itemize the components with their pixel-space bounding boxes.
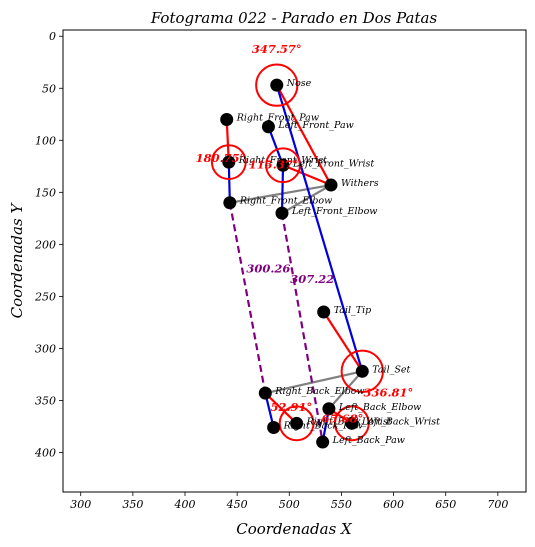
x-tick-label: 700 — [487, 498, 508, 511]
segment-withers-to-right-front-elbow — [228, 183, 333, 204]
keypoint-label-left-back-paw: Left_Back_Paw — [332, 435, 405, 446]
keypoint-label-tail-set: Tail_Set — [372, 364, 410, 375]
keypoint-nose — [270, 78, 284, 92]
segment-nose-to-tail-set — [275, 84, 364, 373]
angle-circle-right-front-wrist — [210, 144, 247, 181]
angle-circle-left-back-wrist — [333, 405, 370, 442]
angle-circle-left-front-wrist — [265, 147, 301, 184]
segment-withers-to-left-front-wrist — [281, 164, 333, 187]
x-tick-label: 350 — [122, 498, 143, 511]
keypoint-label-withers: Withers — [341, 178, 379, 189]
keypoint-markers — [220, 78, 369, 449]
keypoint-label-right-front-paw: Right_Front_Paw — [236, 112, 319, 123]
keypoint-label-right-back-wrist: Right_Back_Wrist — [306, 416, 392, 427]
angle-label: 347.57° — [252, 42, 302, 56]
x-tick-label: 600 — [383, 498, 404, 511]
keypoint-right-back-paw — [267, 420, 281, 434]
x-tick-label: 500 — [279, 498, 300, 511]
angle-label: 52.91° — [270, 400, 312, 414]
x-tick-label: 450 — [226, 498, 248, 511]
angle-circle-right-back-wrist — [278, 405, 315, 442]
y-tick-label: 150 — [35, 186, 56, 199]
y-tick-label: 400 — [34, 446, 56, 459]
segment-nose-to-withers — [275, 84, 333, 187]
y-axis-label: Coordenadas Y — [8, 202, 26, 319]
keypoint-label-tail-tip: Tail_Tip — [334, 305, 372, 316]
keypoint-tail-tip — [317, 305, 331, 319]
segment-withers-to-left-front-elbow — [280, 183, 333, 215]
plot-frame — [62, 29, 527, 493]
y-tick-label: 300 — [35, 342, 56, 355]
keypoint-label-right-front-wrist: Right_Front_Wrist — [238, 155, 327, 166]
angle-label: 65.68° — [322, 411, 364, 425]
segment-tail-set-to-right-back-elbow — [264, 370, 364, 395]
keypoint-label-left-back-elbow: Left_Back_Elbow — [338, 402, 421, 413]
keypoint-left-front-wrist — [276, 158, 290, 172]
keypoint-left-back-elbow — [322, 402, 336, 416]
keypoint-left-back-paw — [316, 435, 330, 449]
segment-left-front-wrist-to-left-front-elbow — [280, 164, 285, 215]
keypoint-left-front-paw — [261, 120, 275, 134]
keypoint-label-right-front-elbow: Right_Front_Elbow — [239, 196, 332, 207]
axis-ticks: 300 350 400 450 500 550 600 650 700 0 50 100 150 200 2… — [34, 30, 508, 511]
keypoint-tail-set — [355, 364, 369, 378]
angle-circle-nose — [255, 63, 299, 107]
x-tick-label: 400 — [174, 498, 196, 511]
keypoint-right-back-wrist — [290, 416, 304, 430]
keypoint-label-left-back-wrist: Left_Back_Wrist — [361, 416, 440, 427]
angle-label: 115.37° — [249, 157, 299, 171]
y-tick-label: 350 — [35, 394, 56, 407]
keypoint-label-nose: Nose — [286, 78, 312, 89]
keypoint-label-right-back-elbow: Right_Back_Elbow — [274, 386, 364, 397]
keypoint-left-front-elbow — [275, 206, 289, 220]
keypoint-withers — [324, 178, 338, 192]
keypoint-right-back-elbow — [258, 386, 272, 400]
chart-title: Fotograma 022 - Parado en Dos Patas — [150, 9, 438, 27]
angle-circle-tail-set — [340, 349, 384, 393]
y-tick-label: 0 — [49, 30, 56, 43]
x-tick-label: 300 — [70, 498, 91, 511]
x-tick-label: 650 — [435, 498, 456, 511]
keypoint-left-back-wrist — [345, 416, 359, 430]
segment-left-front-paw-to-left-front-wrist — [267, 125, 285, 167]
keypoint-label-left-front-elbow: Left_Front_Elbow — [291, 206, 377, 217]
x-axis-label: Coordenadas X — [236, 520, 353, 538]
y-tick-label: 50 — [42, 82, 56, 95]
segment-left-front-elbow-to-left-back-paw — [280, 212, 324, 443]
y-tick-label: 100 — [35, 134, 56, 147]
segment-right-front-paw-to-right-front-wrist — [225, 118, 230, 164]
keypoint-right-front-elbow — [223, 196, 237, 210]
angle-label: 180.75° — [196, 151, 246, 165]
angle-label: 336.81° — [363, 385, 413, 399]
x-tick-label: 550 — [331, 498, 352, 511]
keypoint-label-right-back-paw: Right_Back_Paw — [283, 420, 363, 431]
angle-label: 307.22 — [290, 272, 334, 286]
keypoint-label-left-front-paw: Left_Front_Paw — [277, 120, 353, 131]
segment-tail-set-to-left-back-elbow — [327, 370, 364, 410]
segment-right-back-elbow-to-right-back-wrist — [264, 392, 298, 425]
angle-label: 300.26 — [246, 261, 290, 275]
y-tick-label: 200 — [34, 238, 56, 251]
keypoint-right-front-wrist — [222, 155, 236, 169]
keypoint-right-front-paw — [220, 112, 234, 126]
y-tick-label: 250 — [34, 290, 56, 303]
keypoint-label-left-front-wrist: Left_Front_Wrist — [292, 158, 374, 169]
angle-circles — [210, 63, 384, 442]
segment-right-front-wrist-to-right-front-elbow — [227, 161, 231, 204]
segment-tail-tip-to-tail-set — [322, 310, 364, 373]
